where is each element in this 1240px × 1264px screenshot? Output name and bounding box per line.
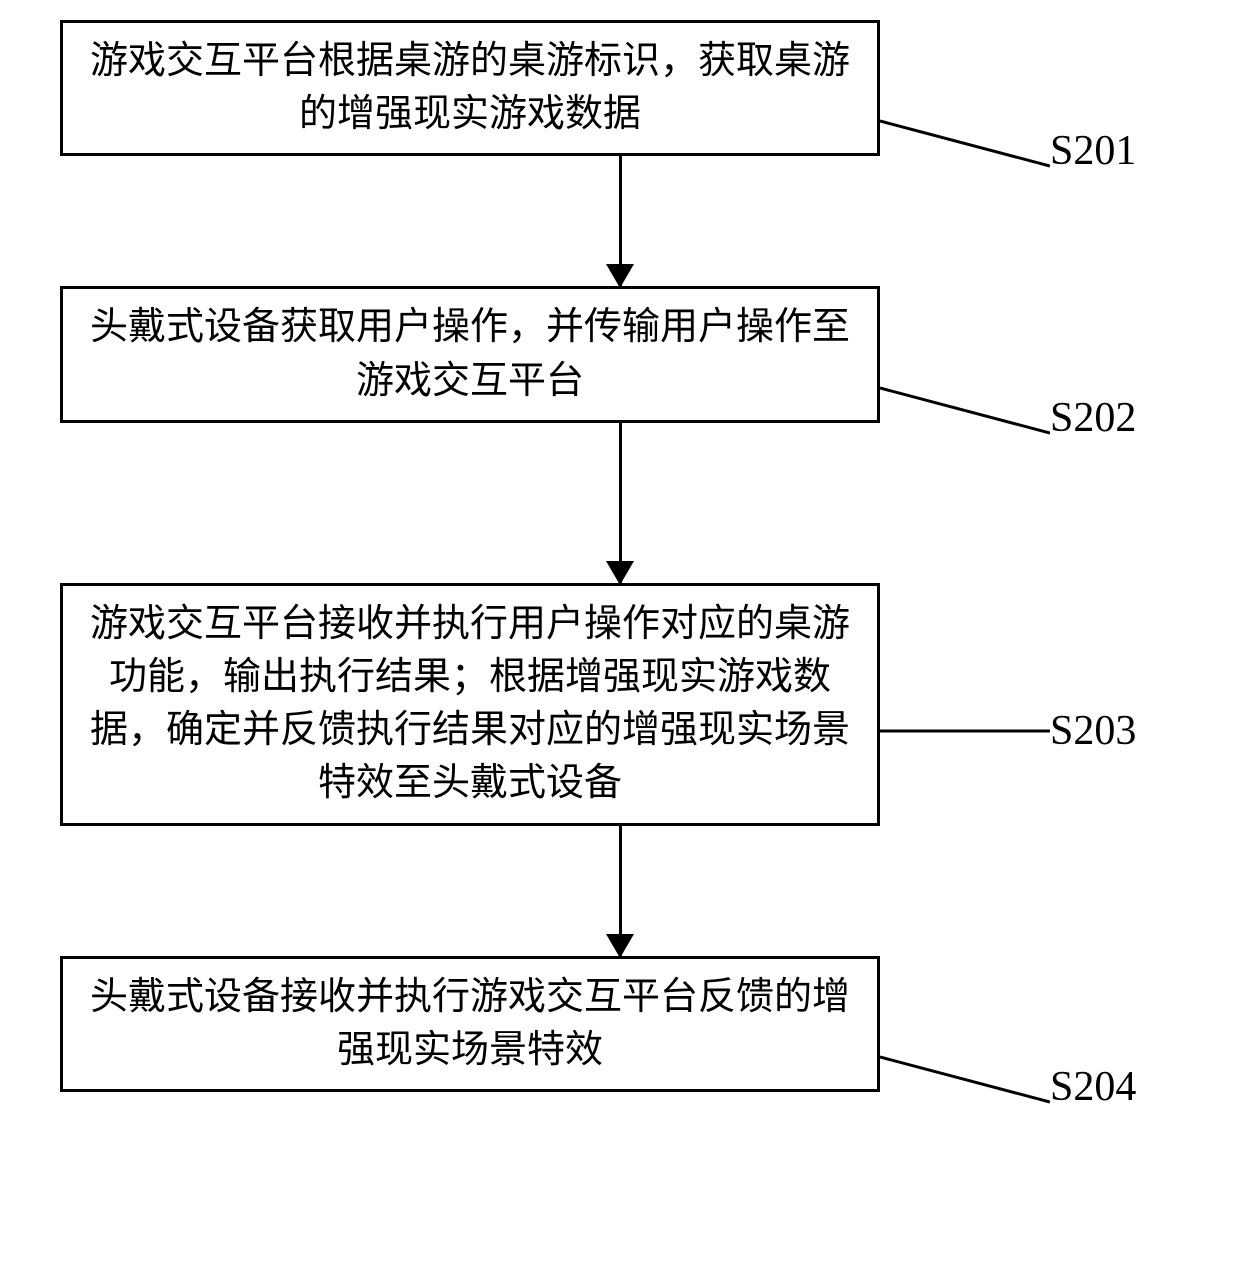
flow-node-4: 头戴式设备接收并执行游戏交互平台反馈的增强现实场景特效 xyxy=(60,956,880,1092)
arrow-3 xyxy=(210,826,1030,956)
label-line-svg xyxy=(880,1052,1050,1122)
flowchart-container: 游戏交互平台根据桌游的桌游标识，获取桌游的增强现实游戏数据 S201 头戴式设备… xyxy=(60,20,1180,1092)
arrow-1 xyxy=(210,156,1030,286)
step-label: S201 xyxy=(1050,127,1136,175)
label-connector-4: S204 xyxy=(880,1052,1180,1122)
flow-row-2: 头戴式设备获取用户操作，并传输用户操作至游戏交互平台 S202 xyxy=(60,286,1180,422)
step-label: S202 xyxy=(1050,394,1136,442)
arrow-2 xyxy=(210,423,1030,583)
label-line-svg xyxy=(880,706,1050,756)
step-label: S203 xyxy=(1050,707,1136,755)
node-text: 游戏交互平台接收并执行用户操作对应的桌游功能，输出执行结果；根据增强现实游戏数据… xyxy=(87,598,853,811)
flow-node-3: 游戏交互平台接收并执行用户操作对应的桌游功能，输出执行结果；根据增强现实游戏数据… xyxy=(60,583,880,826)
label-connector-3: S203 xyxy=(880,706,1180,756)
flow-row-4: 头戴式设备接收并执行游戏交互平台反馈的增强现实场景特效 S204 xyxy=(60,956,1180,1092)
node-text: 头戴式设备接收并执行游戏交互平台反馈的增强现实场景特效 xyxy=(87,971,853,1077)
flow-node-2: 头戴式设备获取用户操作，并传输用户操作至游戏交互平台 xyxy=(60,286,880,422)
node-text: 头戴式设备获取用户操作，并传输用户操作至游戏交互平台 xyxy=(87,301,853,407)
step-label: S204 xyxy=(1050,1063,1136,1111)
node-text: 游戏交互平台根据桌游的桌游标识，获取桌游的增强现实游戏数据 xyxy=(87,35,853,141)
flow-row-1: 游戏交互平台根据桌游的桌游标识，获取桌游的增强现实游戏数据 S201 xyxy=(60,20,1180,156)
flow-node-1: 游戏交互平台根据桌游的桌游标识，获取桌游的增强现实游戏数据 xyxy=(60,20,880,156)
flow-row-3: 游戏交互平台接收并执行用户操作对应的桌游功能，输出执行结果；根据增强现实游戏数据… xyxy=(60,583,1180,826)
